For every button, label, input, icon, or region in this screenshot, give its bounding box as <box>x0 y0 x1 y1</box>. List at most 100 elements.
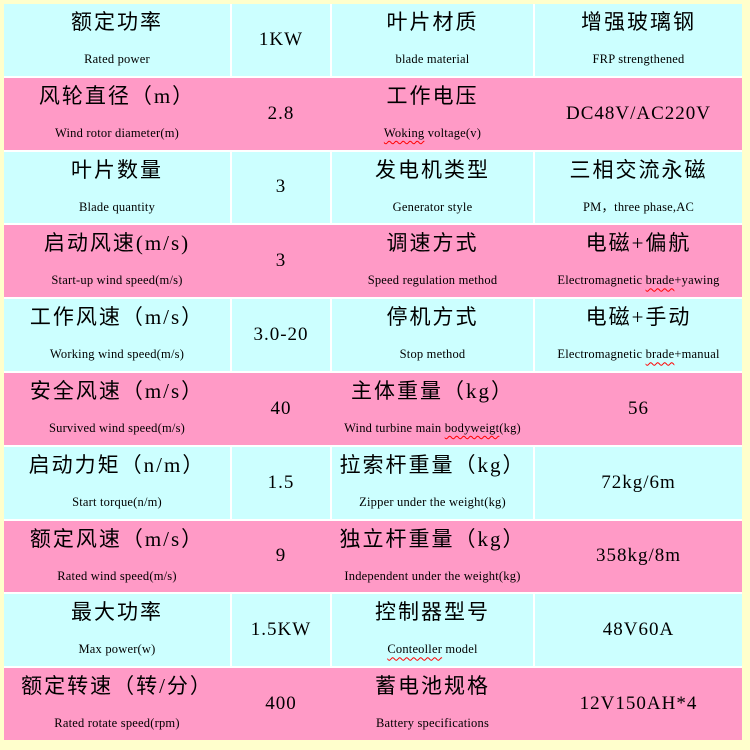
label-chinese: 叶片数量 <box>71 157 163 182</box>
label-chinese: 蓄电池规格 <box>375 674 490 699</box>
label-english: Electromagnetic brade+manual <box>557 347 720 362</box>
label-chinese: 独立杆重量（kg） <box>339 526 526 551</box>
spec-row: 额定转速（转/分） Rated rotate speed(rpm) 400 蓄电池规格… <box>4 668 742 740</box>
spec-value-label-cell: 增强玻璃钢 FRP strengthened <box>535 4 742 76</box>
label-english: Wind turbine main bodyweigt(kg) <box>344 421 521 436</box>
value-text: 358kg/8m <box>595 545 682 567</box>
spec-value-cell: 358kg/8m <box>535 520 742 593</box>
spec-label-cell: 风轮直径（m） Wind rotor diameter(m) <box>4 77 230 150</box>
value-text: 3.0-20 <box>253 324 309 346</box>
spec-value-cell: 48V60A <box>535 594 742 667</box>
value-text: 48V60A <box>602 619 675 641</box>
label-english: Independent under the weight(kg) <box>344 568 521 583</box>
label-chinese: 风轮直径（m） <box>38 83 196 108</box>
label-english: Stop method <box>399 347 466 362</box>
value-text: 3 <box>275 176 287 198</box>
value-text: 2.8 <box>267 102 295 124</box>
spec-row: 启动风速(m/s) Start-up wind speed(m/s) 3 调速方式 Sp… <box>4 225 742 298</box>
value-text: 3 <box>275 250 287 272</box>
spec-value-cell: 1.5 <box>232 446 330 519</box>
label-chinese: 发电机类型 <box>375 157 490 182</box>
spec-label-cell: 拉索杆重量（kg） Zipper under the weight(kg) <box>332 446 533 519</box>
label-english: Max power(w) <box>78 642 156 657</box>
label-english: Working wind speed(m/s) <box>49 347 185 362</box>
label-english: Electromagnetic brade+yawing <box>557 273 720 288</box>
spellcheck-underline: brade <box>645 347 675 362</box>
label-english: PM，three phase,AC <box>582 199 695 214</box>
spec-label-cell: 叶片材质 blade material <box>332 4 533 76</box>
label-english: Survived wind speed(m/s) <box>48 421 186 436</box>
spec-value-cell: 3.0-20 <box>232 299 330 371</box>
spec-value-cell: 40 <box>232 373 330 445</box>
value-text: 400 <box>265 693 297 715</box>
spec-value-cell: 9 <box>232 520 330 593</box>
spec-row: 额定功率 Rated power 1KW 叶片材质 blade material 增强玻璃… <box>4 4 742 76</box>
spec-label-cell: 调速方式 Speed regulation method <box>332 225 533 298</box>
value-text: 40 <box>270 397 292 419</box>
spellcheck-underline: Woking <box>383 125 425 140</box>
label-chinese: 额定转速（转/分） <box>21 674 213 699</box>
spellcheck-underline: Conteoller <box>387 642 443 657</box>
label-chinese: 额定功率 <box>71 10 163 34</box>
spec-value-cell: 400 <box>232 668 330 740</box>
label-chinese: 调速方式 <box>386 231 479 256</box>
spec-label-cell: 叶片数量 Blade quantity <box>4 151 230 224</box>
spec-label-cell: 停机方式 Stop method <box>332 299 533 371</box>
spec-value-label-cell: 电磁+偏航 Electromagnetic brade+yawing <box>535 225 742 298</box>
spec-table: 额定功率 Rated power 1KW 叶片材质 blade material 增强玻璃… <box>4 4 742 740</box>
spec-label-cell: 工作风速（m/s） Working wind speed(m/s) <box>4 299 230 371</box>
spec-row: 最大功率 Max power(w) 1.5KW 控制器型号 Conteoller mod… <box>4 594 742 667</box>
spec-label-cell: 控制器型号 Conteoller model <box>332 594 533 667</box>
spec-label-cell: 安全风速（m/s） Survived wind speed(m/s) <box>4 373 230 445</box>
label-chinese: 电磁+偏航 <box>585 231 692 256</box>
spellcheck-underline: bodyweigt <box>444 421 500 436</box>
label-english: Zipper under the weight(kg) <box>359 494 506 509</box>
spec-value-label-cell: 三相交流永磁 PM，three phase,AC <box>535 151 742 224</box>
spec-value-cell: 3 <box>232 151 330 224</box>
value-text: 9 <box>275 545 287 567</box>
spec-value-cell: 72kg/6m <box>535 446 742 519</box>
label-chinese: 工作风速（m/s） <box>29 305 205 330</box>
spec-value-cell: 56 <box>535 373 742 445</box>
spec-label-cell: 启动风速(m/s) Start-up wind speed(m/s) <box>4 225 230 298</box>
label-chinese: 主体重量（kg） <box>351 379 514 403</box>
label-chinese: 控制器型号 <box>375 600 490 625</box>
label-english: Conteoller model <box>387 642 478 657</box>
label-chinese: 拉索杆重量（kg） <box>339 452 526 477</box>
spec-label-cell: 蓄电池规格 Battery specifications <box>332 668 533 740</box>
label-chinese: 启动力矩（n/m） <box>28 452 206 477</box>
label-english: Start-up wind speed(m/s) <box>51 273 183 288</box>
label-english: Rated wind speed(m/s) <box>57 568 177 583</box>
label-english: Rated power <box>84 52 150 67</box>
spec-row: 启动力矩（n/m） Start torque(n/m) 1.5 拉索杆重量（kg） Zi… <box>4 446 742 519</box>
value-text: 1KW <box>258 28 304 50</box>
spec-value-label-cell: 电磁+手动 Electromagnetic brade+manual <box>535 299 742 371</box>
spec-label-cell: 独立杆重量（kg） Independent under the weight(kg… <box>332 520 533 593</box>
value-text: 12V150AH*4 <box>579 693 698 715</box>
spec-label-cell: 最大功率 Max power(w) <box>4 594 230 667</box>
label-english: blade material <box>395 52 470 67</box>
spec-value-cell: 1.5KW <box>232 594 330 667</box>
label-chinese: 启动风速(m/s) <box>43 231 191 256</box>
spec-row: 工作风速（m/s） Working wind speed(m/s) 3.0-20 停机… <box>4 299 742 371</box>
spec-label-cell: 工作电压 Woking voltage(v) <box>332 77 533 150</box>
value-text: DC48V/AC220V <box>565 102 711 124</box>
spec-value-cell: 12V150AH*4 <box>535 668 742 740</box>
label-chinese: 电磁+手动 <box>585 305 692 330</box>
label-english: Battery specifications <box>375 716 490 731</box>
label-chinese: 最大功率 <box>71 600 163 625</box>
spec-label-cell: 额定转速（转/分） Rated rotate speed(rpm) <box>4 668 230 740</box>
label-english: Start torque(n/m) <box>72 494 162 509</box>
label-chinese: 增强玻璃钢 <box>581 10 696 34</box>
spec-row: 风轮直径（m） Wind rotor diameter(m) 2.8 工作电压 Woki… <box>4 77 742 150</box>
spec-row: 额定风速（m/s） Rated wind speed(m/s) 9 独立杆重量（kg）… <box>4 520 742 593</box>
label-english: Speed regulation method <box>367 273 498 288</box>
spec-label-cell: 主体重量（kg） Wind turbine main bodyweigt(kg) <box>332 373 533 445</box>
value-text: 56 <box>628 397 649 419</box>
label-chinese: 停机方式 <box>386 305 479 330</box>
spec-value-cell: 2.8 <box>232 77 330 150</box>
label-chinese: 工作电压 <box>386 83 479 108</box>
spec-label-cell: 额定功率 Rated power <box>4 4 230 76</box>
spec-row: 安全风速（m/s） Survived wind speed(m/s) 40 主体重量（… <box>4 373 742 445</box>
